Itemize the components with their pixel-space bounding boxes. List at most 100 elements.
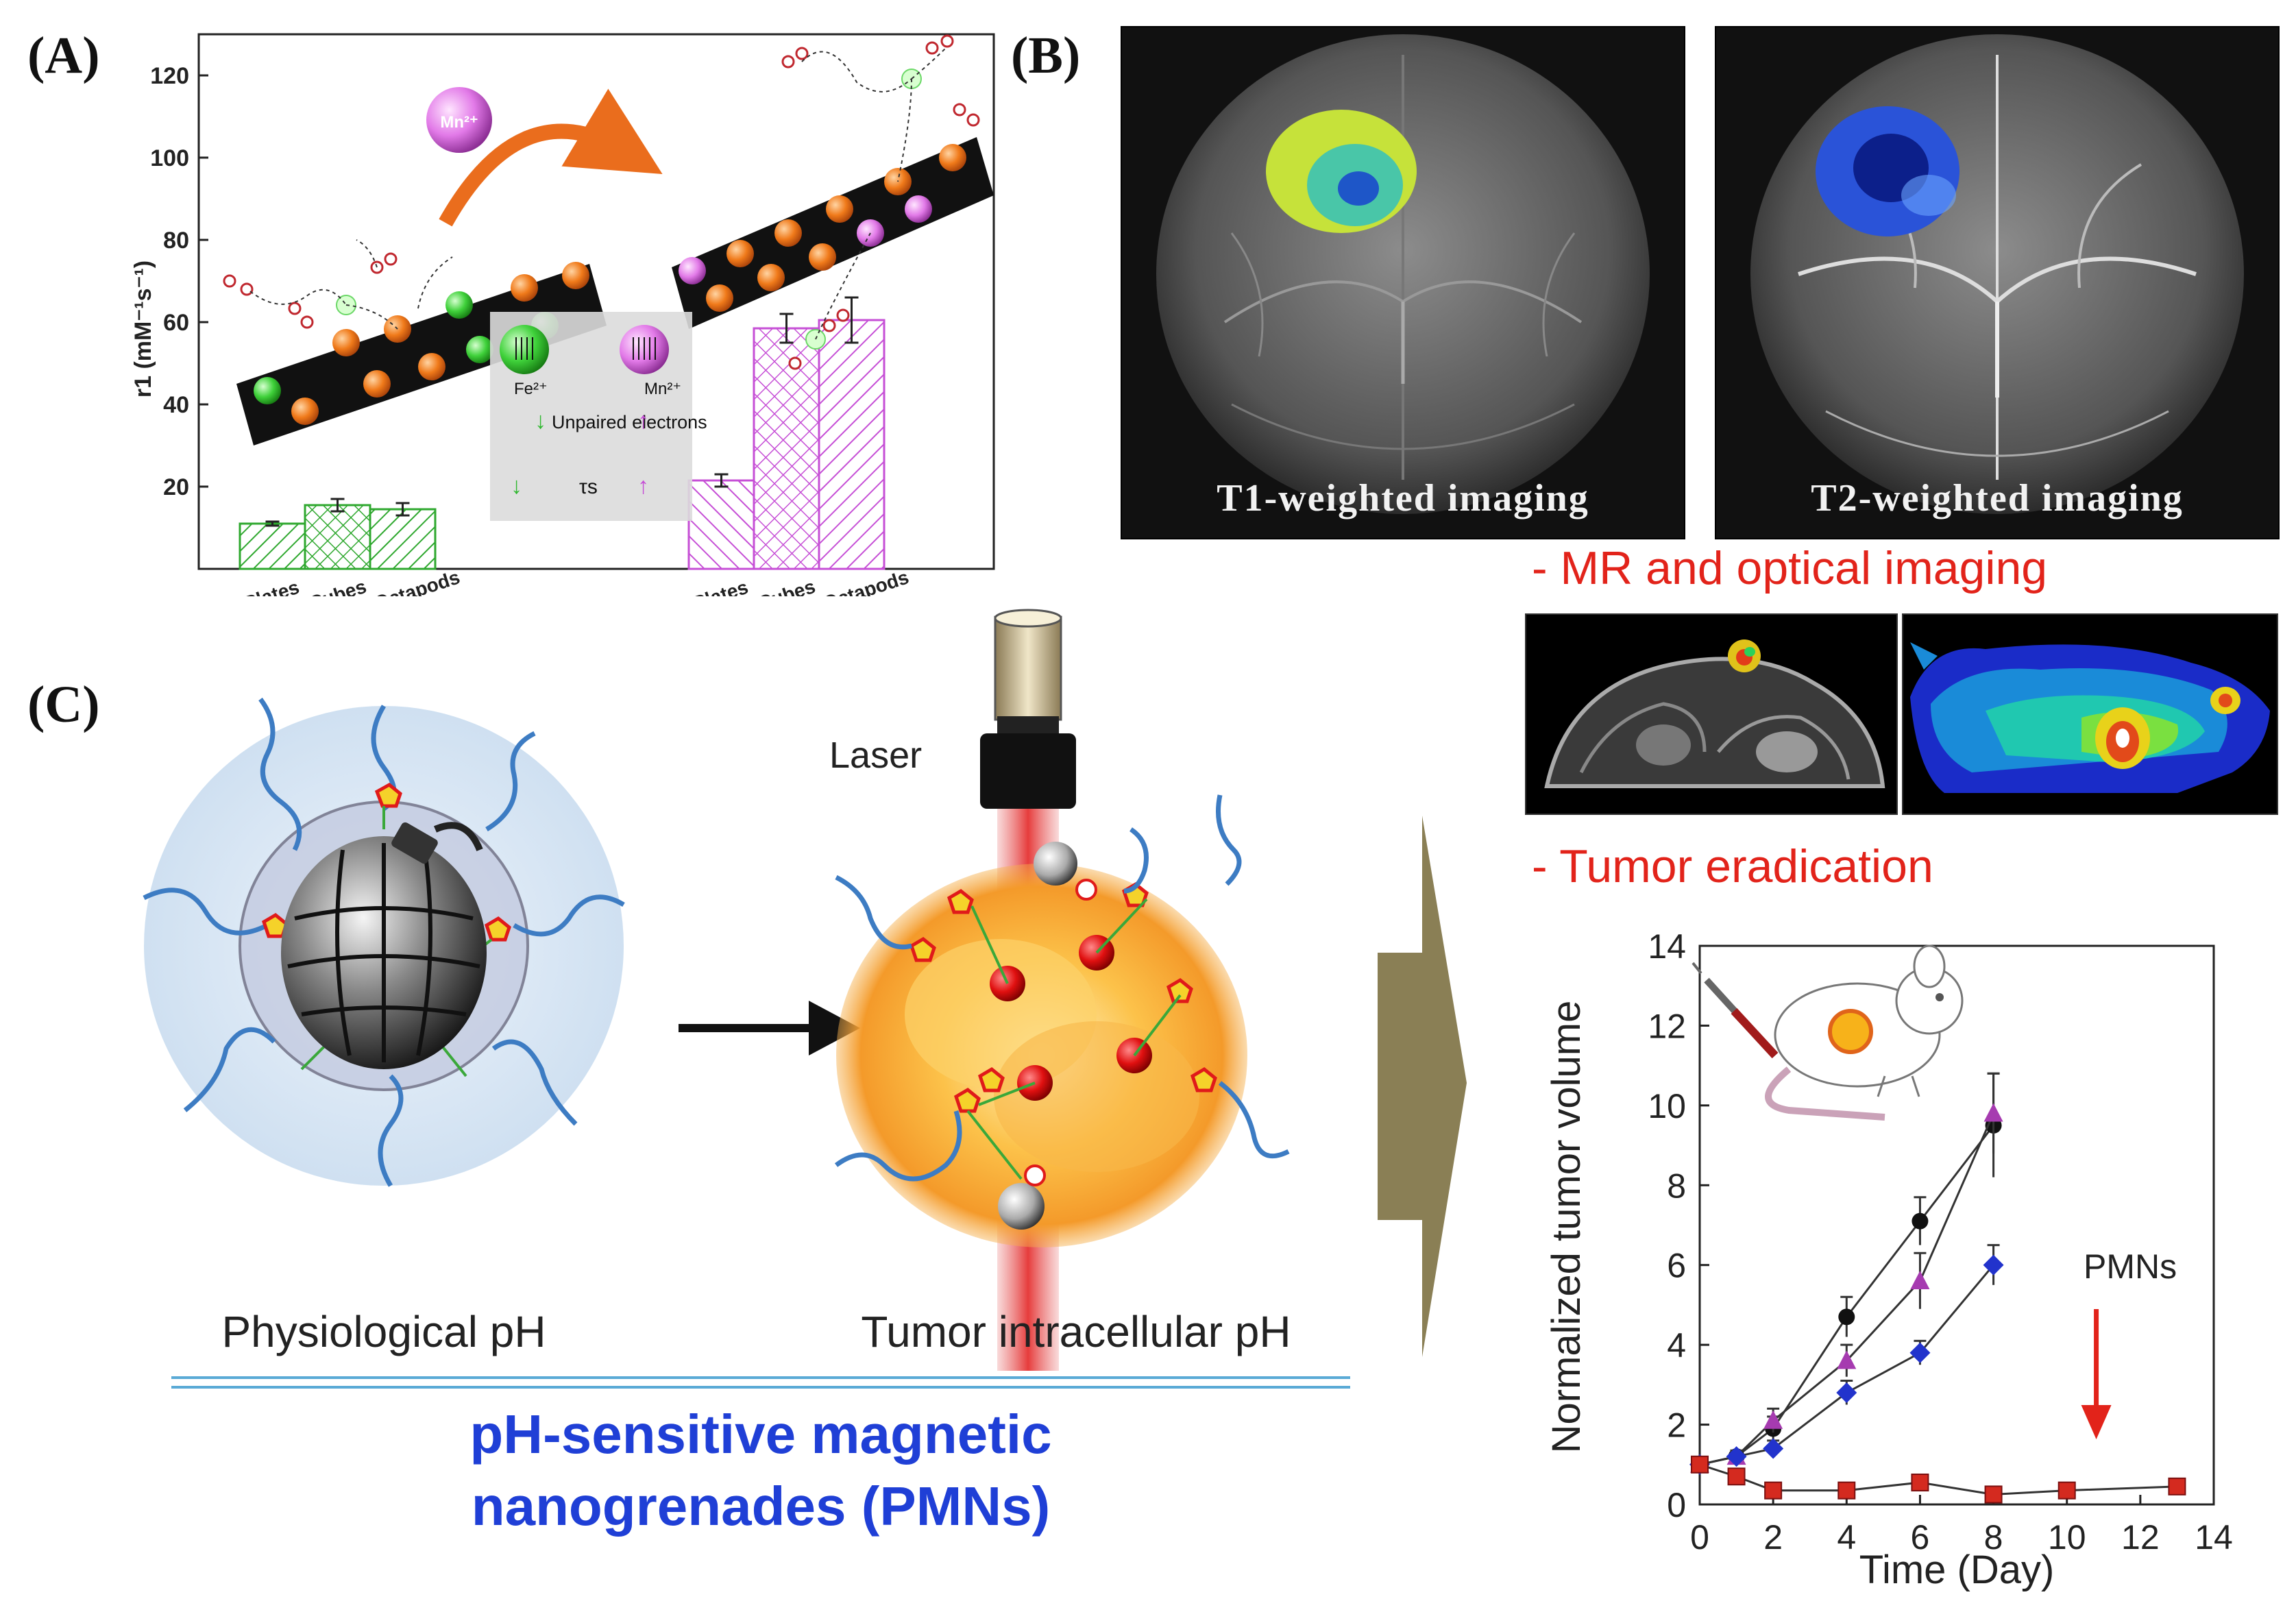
- svg-text:↓: ↓: [535, 408, 546, 434]
- panel-a-bars: [239, 296, 886, 570]
- panel-a-xtick-label: Cubes: [755, 576, 818, 596]
- spin-inset: Fe²⁺ Mn²⁺ ↓ Unpaired electrons ↑ ↓ τs ↑: [490, 312, 707, 521]
- tumor-point: [1727, 1467, 1746, 1486]
- tumor-point: [1691, 1455, 1709, 1474]
- tumor-point: [1909, 1342, 1931, 1363]
- tumor-point: [1912, 1212, 1929, 1230]
- panel-a-ytick-label: 20: [163, 474, 189, 500]
- tumor-ytick-label: 0: [1667, 1486, 1686, 1524]
- pmn-tumor-illustration: [834, 794, 1290, 1247]
- tumor-ytick-label: 6: [1667, 1247, 1686, 1285]
- tumor-point: [1984, 1485, 2003, 1504]
- panel-a-ytick-label: 40: [163, 392, 189, 418]
- tumor-xtick-label: 10: [2048, 1518, 2086, 1557]
- tumor-xtick-label: 2: [1763, 1518, 1783, 1557]
- tumor-volume-chart: 0 2 4 6 8 10 12 14 0 2 4 6 8 10 12 14 Normalized tumor …: [1544, 927, 2233, 1592]
- tumor-eradication-heading: - Tumor eradication: [1532, 840, 1933, 892]
- panel-a-bar: [369, 508, 437, 570]
- plate-right-illustration: [672, 34, 994, 370]
- panel-b-label: (B): [1011, 27, 1081, 84]
- tumor-chart-xlabel: Time (Day): [1859, 1548, 2055, 1592]
- tumor-chart-ylabel: Normalized tumor volume: [1544, 1001, 1589, 1454]
- pmn-physiological-illustration: [143, 697, 625, 1187]
- panel-a-ylabel: r1 (mM⁻¹s⁻¹): [130, 260, 156, 398]
- panel-a-xtick-label: Octapods: [820, 566, 911, 596]
- tumor-point: [1838, 1308, 1855, 1326]
- panel-a-bar: [687, 479, 755, 570]
- panel-a-bar: [753, 327, 820, 570]
- svg-text:↑: ↑: [637, 473, 649, 499]
- panel-a-xaxis: Plates Cubes Octapods Plates Cubes Octapods: [241, 566, 911, 596]
- t1-mri-image: T1-weighted imaging: [1121, 26, 1685, 539]
- t2-caption: T2-weighted imaging: [1811, 477, 2184, 520]
- tumor-point: [1911, 1473, 1929, 1491]
- pmns-annotation: PMNs: [2084, 1247, 2177, 1286]
- tumor-ytick-label: 4: [1667, 1326, 1686, 1365]
- mr-cross-section-image: [1525, 613, 1898, 815]
- panel-a-axes-frame: [197, 33, 995, 570]
- tumor-xtick-label: 4: [1837, 1518, 1856, 1557]
- pmns-arrow: [2081, 1309, 2112, 1439]
- svg-text:↓: ↓: [511, 473, 522, 499]
- tumor-point: [1983, 1103, 2003, 1122]
- panel-a-ytick-label: 80: [163, 228, 189, 254]
- tumor-ytick-label: 10: [1648, 1087, 1686, 1125]
- panel-c-illustration: Laser: [143, 609, 1350, 1537]
- panel-a-xtick-label: Octapods: [371, 566, 462, 596]
- tumor-point: [2168, 1477, 2186, 1496]
- pmns-title-line1: pH-sensitive magnetic: [469, 1404, 1051, 1465]
- tumor-xtick-label: 12: [2121, 1518, 2160, 1557]
- panel-a-xtick-label: Cubes: [306, 576, 369, 596]
- tumor-xtick-label: 8: [1984, 1518, 2003, 1557]
- svg-text:τs: τs: [579, 476, 598, 498]
- t1-caption: T1-weighted imaging: [1217, 477, 1589, 520]
- tumor-point: [2057, 1481, 2076, 1500]
- mr-optical-heading: - MR and optical imaging: [1532, 542, 2048, 594]
- flow-arrow: [1378, 816, 1467, 1357]
- panel-a-ytick-label: 100: [150, 145, 189, 171]
- svg-text:Mn²⁺: Mn²⁺: [440, 113, 478, 132]
- tumor-point: [1763, 1410, 1783, 1429]
- svg-text:Mn²⁺: Mn²⁺: [644, 380, 681, 398]
- tumor-point: [1983, 1254, 2004, 1276]
- optical-mouse-image: [1902, 613, 2278, 815]
- tumor-ytick-label: 14: [1648, 927, 1686, 966]
- tumor-point: [1836, 1382, 1857, 1403]
- tumor-ytick-label: 12: [1648, 1007, 1686, 1045]
- panel-a-xtick-label: Plates: [241, 576, 302, 596]
- panel-a-ytick-label: 60: [163, 310, 189, 336]
- panel-a-label: (A): [27, 27, 100, 84]
- panel-c-label: (C): [27, 676, 100, 733]
- svg-text:↑: ↑: [637, 408, 649, 434]
- transition-arrow: [679, 1001, 860, 1055]
- tumor-ph-label: Tumor intracellular pH: [861, 1307, 1291, 1356]
- panel-a-xtick-label: Plates: [690, 576, 750, 596]
- tumor-ytick-label: 8: [1667, 1167, 1686, 1205]
- tumor-xtick-label: 0: [1690, 1518, 1709, 1557]
- panel-a-yaxis: 20 40 60 80 100 120: [150, 63, 208, 500]
- panel-a-bar: [239, 522, 306, 570]
- panel-a-bar: [304, 504, 371, 570]
- svg-text:Fe²⁺: Fe²⁺: [514, 380, 548, 398]
- tumor-point: [1763, 1438, 1784, 1459]
- panel-a-ytick-label: 120: [150, 63, 189, 89]
- tumor-ytick-label: 2: [1667, 1406, 1686, 1445]
- laser-label: Laser: [829, 735, 922, 776]
- panel-a-bar: [818, 319, 886, 570]
- tumor-chart-series: [1689, 1072, 2186, 1504]
- tumor-point: [1910, 1271, 1930, 1289]
- physiological-ph-label: Physiological pH: [221, 1307, 546, 1356]
- tumor-xtick-label: 6: [1911, 1518, 1930, 1557]
- t2-mri-image: T2-weighted imaging: [1715, 26, 2280, 539]
- tumor-point: [1837, 1350, 1857, 1369]
- mn-ion-illustration: Mn²⁺: [426, 87, 663, 227]
- tumor-xtick-label: 14: [2195, 1518, 2233, 1557]
- tumor-point: [1726, 1446, 1747, 1467]
- svg-text:Unpaired electrons: Unpaired electrons: [552, 412, 707, 432]
- mouse-injection-icon: [1692, 944, 1964, 1121]
- tumor-point: [1837, 1481, 1856, 1500]
- tumor-point: [1764, 1481, 1783, 1500]
- tumor-chart-axes: 0 2 4 6 8 10 12 14 0 2 4 6 8 10 12 14: [1648, 927, 2232, 1557]
- pmns-title-line2: nanogrenades (PMNs): [472, 1476, 1051, 1537]
